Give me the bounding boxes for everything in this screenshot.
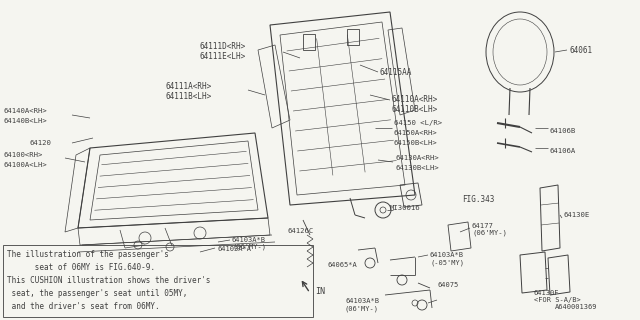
Text: 64103A*B
(-05'MY): 64103A*B (-05'MY) <box>430 252 464 266</box>
Text: 64106B: 64106B <box>550 128 576 134</box>
Text: 64120: 64120 <box>30 140 52 146</box>
Text: 64106A: 64106A <box>550 148 576 154</box>
Text: 64111A<RH>: 64111A<RH> <box>165 82 211 91</box>
Text: 64111D<RH>: 64111D<RH> <box>200 42 246 51</box>
Text: 64130E: 64130E <box>563 212 589 218</box>
Text: 64126C: 64126C <box>288 228 314 234</box>
Text: 64150A<RH>: 64150A<RH> <box>394 130 438 136</box>
Text: 64130F
<FOR S-A/B>: 64130F <FOR S-A/B> <box>534 290 580 303</box>
Text: 64150B<LH>: 64150B<LH> <box>394 140 438 146</box>
Bar <box>3 245 313 317</box>
Text: IN: IN <box>315 287 325 296</box>
Bar <box>348 28 360 44</box>
Text: 64103A*A: 64103A*A <box>217 246 251 252</box>
Text: The illustration of the passenger's: The illustration of the passenger's <box>7 250 169 259</box>
Text: 64177
(06'MY-): 64177 (06'MY-) <box>472 223 507 236</box>
Text: 64103A*B
(06'MY-): 64103A*B (06'MY-) <box>232 237 266 251</box>
Text: and the driver's seat from 06MY.: and the driver's seat from 06MY. <box>7 302 159 311</box>
Text: 64130B<LH>: 64130B<LH> <box>395 165 439 171</box>
Text: 64111E<LH>: 64111E<LH> <box>200 52 246 61</box>
Text: 64075: 64075 <box>438 282 460 288</box>
Text: seat of 06MY is FIG.640-9.: seat of 06MY is FIG.640-9. <box>7 263 155 272</box>
Text: 64140B<LH>: 64140B<LH> <box>3 118 47 124</box>
Text: 64065*A: 64065*A <box>328 262 358 268</box>
Text: 64061: 64061 <box>569 46 592 55</box>
Text: 64111B<LH>: 64111B<LH> <box>165 92 211 101</box>
Text: 64140A<RH>: 64140A<RH> <box>3 108 47 114</box>
Bar <box>303 34 315 50</box>
Text: This CUSHION illustration shows the driver's: This CUSHION illustration shows the driv… <box>7 276 211 285</box>
Text: 64110A<RH>: 64110A<RH> <box>392 95 438 104</box>
Text: 64130A<RH>: 64130A<RH> <box>395 155 439 161</box>
Text: 64100A<LH>: 64100A<LH> <box>3 162 47 168</box>
Text: 64115AA: 64115AA <box>380 68 412 77</box>
Text: 64110B<LH>: 64110B<LH> <box>392 105 438 114</box>
Text: A640001369: A640001369 <box>555 304 598 310</box>
Text: 64103A*B
(06'MY-): 64103A*B (06'MY-) <box>345 298 379 311</box>
Text: MI30016: MI30016 <box>390 205 420 211</box>
Text: seat, the passenger's seat until 05MY,: seat, the passenger's seat until 05MY, <box>7 289 188 298</box>
Text: 64150 <L/R>: 64150 <L/R> <box>394 120 442 126</box>
Text: 64100<RH>: 64100<RH> <box>3 152 42 158</box>
Text: FIG.343: FIG.343 <box>462 195 494 204</box>
